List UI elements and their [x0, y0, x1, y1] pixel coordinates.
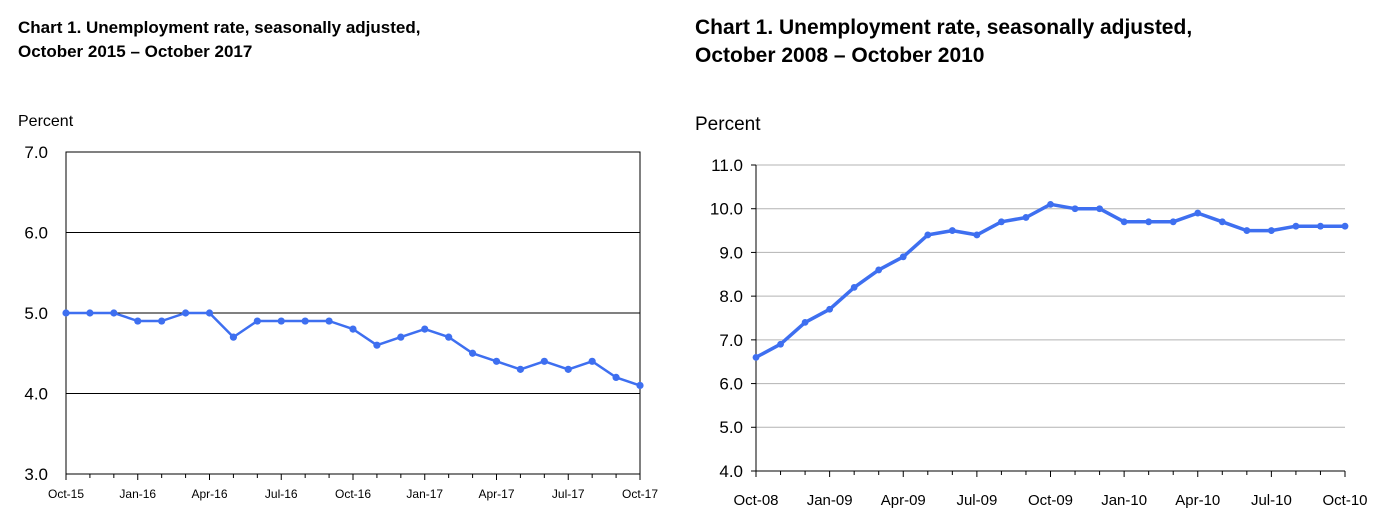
data-point: [588, 357, 596, 365]
data-point: [752, 353, 760, 361]
data-point: [998, 218, 1005, 226]
x-tick-label: Apr-17: [478, 487, 514, 501]
plot-area-2008-2010: 4.0 5.0 6.0 7.0 8.0 9.0 10.0 11.0 Oct-08 Jan-09 Ap…: [710, 156, 1368, 509]
data-point: [899, 253, 907, 261]
y-tick-label: 9.0: [719, 243, 743, 262]
chart-2015-2017: Chart 1. Unemployment rate, seasonally a…: [0, 0, 680, 526]
data-point: [349, 325, 357, 333]
data-point: [1169, 218, 1177, 226]
data-point: [277, 317, 285, 325]
data-point: [134, 317, 142, 325]
data-point: [1194, 209, 1202, 217]
data-point: [612, 373, 620, 381]
data-point: [1071, 205, 1079, 213]
data-point: [636, 381, 644, 390]
data-point: [205, 309, 214, 317]
chart-2008-2010: Chart 1. Unemployment rate, seasonally a…: [680, 0, 1385, 526]
y-tick-label: 5.0: [719, 418, 743, 437]
data-point: [86, 309, 94, 317]
y-axis-label: Percent: [18, 113, 74, 130]
x-tick-label: Jul-09: [956, 492, 997, 509]
data-point: [973, 231, 981, 239]
data-point: [158, 317, 166, 325]
data-point: [421, 325, 429, 333]
data-point: [253, 317, 261, 325]
data-point: [1341, 222, 1349, 230]
data-point: [875, 266, 883, 274]
y-tick-label: 4.0: [24, 384, 48, 403]
data-point: [181, 309, 190, 317]
x-tick-label: Oct-08: [733, 492, 778, 509]
x-tick-label: Apr-10: [1175, 492, 1220, 509]
data-point: [1243, 227, 1251, 234]
data-point: [1047, 200, 1054, 208]
x-tick-label: Oct-16: [335, 487, 371, 501]
chart-title-line1: Chart 1. Unemployment rate, seasonally a…: [18, 18, 421, 37]
data-point: [801, 318, 809, 326]
series-line: [64, 311, 642, 387]
y-tick-label: 3.0: [24, 465, 48, 484]
series-line: [754, 202, 1347, 360]
data-point: [1267, 227, 1275, 234]
y-axis-label: Percent: [695, 114, 761, 135]
x-tick-label: Jan-16: [119, 487, 156, 501]
x-tick-label: Jan-10: [1101, 492, 1147, 509]
y-tick-label: 5.0: [24, 304, 48, 323]
chart-title-line2: October 2008 – October 2010: [695, 44, 985, 67]
x-tick-label: Jul-10: [1251, 492, 1292, 509]
data-point: [1096, 205, 1103, 213]
chart-title: Chart 1. Unemployment rate, seasonally a…: [18, 16, 420, 64]
data-point: [62, 309, 70, 317]
y-tick-label: 7.0: [24, 143, 48, 162]
x-tick-label: Oct-09: [1028, 492, 1073, 509]
y-tick-label: 8.0: [719, 287, 743, 306]
y-tick-label: 4.0: [719, 462, 743, 481]
data-point: [1317, 222, 1324, 230]
x-tick-label: Oct-17: [622, 487, 658, 501]
data-point: [516, 365, 525, 373]
chart-title-line1: Chart 1. Unemployment rate, seasonally a…: [695, 16, 1193, 39]
x-tick-label: Apr-09: [881, 492, 926, 509]
x-tick-label: Jul-17: [552, 487, 585, 501]
data-point: [1120, 218, 1128, 226]
data-point: [492, 357, 501, 365]
data-point: [397, 333, 405, 341]
data-point: [301, 317, 309, 325]
y-tick-label: 6.0: [24, 223, 48, 242]
data-point: [445, 333, 453, 341]
data-point: [1022, 214, 1030, 221]
data-point: [1218, 218, 1226, 226]
data-point: [1145, 218, 1153, 226]
data-point: [110, 309, 118, 317]
y-tick-label: 6.0: [719, 375, 743, 394]
data-point: [229, 333, 238, 341]
data-point: [948, 227, 956, 234]
y-tick-label: 11.0: [711, 156, 743, 175]
x-tick-label: Jan-17: [406, 487, 443, 501]
y-tick-label: 10.0: [710, 200, 743, 219]
data-point: [468, 349, 477, 357]
x-tick-label: Jan-09: [807, 492, 853, 509]
chart-title-line2: October 2015 – October 2017: [18, 42, 253, 61]
data-point: [1292, 222, 1300, 230]
y-tick-label: 7.0: [719, 331, 743, 350]
data-point: [540, 357, 548, 365]
x-tick-label: Oct-10: [1322, 492, 1367, 509]
chart-title: Chart 1. Unemployment rate, seasonally a…: [695, 14, 1192, 70]
data-point: [373, 341, 381, 349]
data-point: [325, 317, 333, 325]
data-point: [924, 231, 932, 239]
plot-area-2015-2017: 3.0 4.0 5.0 6.0 7.0 Oct-15 Jan-16 Apr-16 Jul-16 O…: [24, 143, 658, 501]
x-tick-label: Jul-16: [265, 487, 298, 501]
data-point: [850, 284, 858, 291]
data-point: [826, 305, 834, 313]
x-tick-label: Oct-15: [48, 487, 84, 501]
data-point: [564, 365, 572, 373]
data-point: [777, 340, 784, 348]
x-tick-label: Apr-16: [191, 487, 227, 501]
